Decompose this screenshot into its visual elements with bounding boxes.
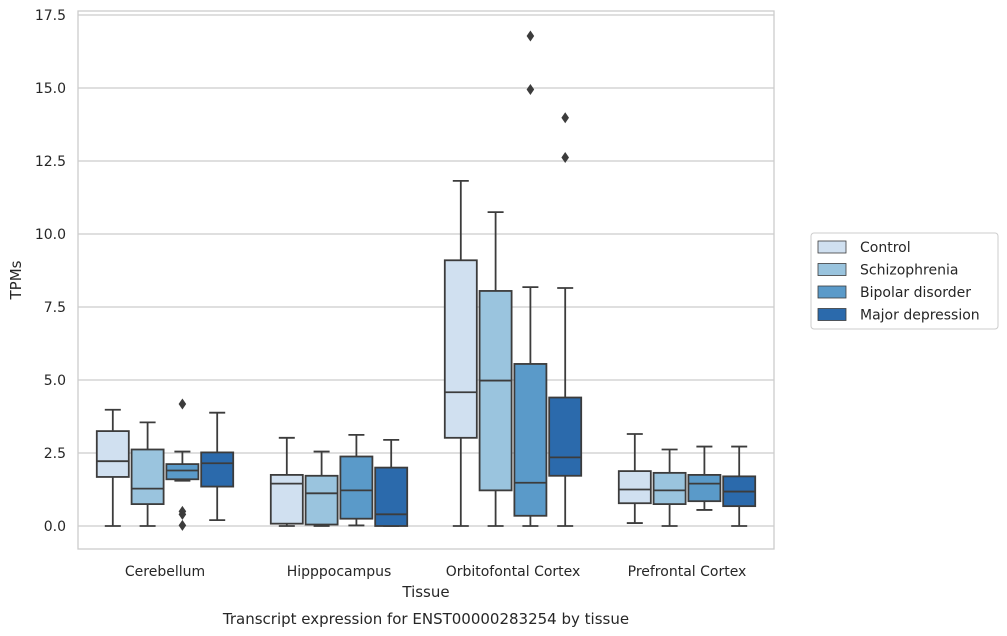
box-body [165,463,200,481]
box-3-2 [687,445,722,511]
x-tick-label: Cerebellum [125,564,205,580]
y-tick-label: 12.5 [35,154,66,170]
outlier-point [178,519,187,531]
outlier-point [526,83,535,95]
box-3-0 [617,433,652,524]
box-0-0 [95,408,130,527]
box-body [652,471,687,505]
box-3-1 [652,448,687,527]
box-2-3 [548,112,583,527]
y-tick-label: 17.5 [35,8,66,24]
box-body [478,290,513,492]
chart-caption: Transcript expression for ENST0000028325… [222,610,629,628]
box-body [687,473,722,503]
box-plots [95,30,757,531]
box-body [304,474,339,526]
box-0-2 [165,398,200,531]
legend-label: Schizophrenia [860,263,958,279]
y-tick-label: 2.5 [44,446,66,462]
box-2-0 [443,179,478,527]
y-tick-label: 15.0 [35,81,66,97]
x-axis-title: Tissue [401,583,449,601]
box-2-2 [513,30,548,527]
legend-swatch [817,285,847,299]
box-body [374,466,409,527]
box-body [617,470,652,505]
x-tick-label: Hipppocampus [287,564,392,580]
x-tick-label: Orbitofontal Cortex [446,564,581,580]
y-axis-title: TPMs [7,260,25,300]
box-body [513,363,548,517]
legend-label: Bipolar disorder [860,285,971,301]
box-0-3 [200,411,235,522]
box-1-3 [374,438,409,527]
box-0-1 [130,421,165,527]
gridlines [78,14,774,527]
x-axis-ticks: Cerebellum Hipppocampus Orbitofontal Corte… [125,564,746,580]
legend-frame [810,232,999,330]
box-body [130,448,165,506]
legend: Control Schizophrenia Bipolar disorder Majo… [810,232,999,330]
box-3-3 [722,445,757,527]
box-body [200,451,235,488]
outlier-point [561,112,569,124]
legend-swatch [817,308,847,321]
box-body [443,259,478,439]
box-body [95,430,130,478]
outlier-point [178,398,187,410]
y-tick-label: 10.0 [35,227,66,243]
box-body [548,396,583,477]
box-2-1 [478,211,513,527]
y-tick-label: 7.5 [44,300,66,316]
box-body [339,455,374,520]
box-1-1 [304,450,339,527]
y-tick-label: 0.0 [44,519,66,535]
box-1-0 [269,436,304,527]
y-tick-label: 5.0 [44,373,66,389]
legend-label: Control [860,240,911,256]
outlier-point [561,151,569,163]
plot-frame [77,10,775,550]
legend-swatch [817,263,847,276]
box-1-2 [339,433,374,527]
y-axis-ticks: 0.0 2.5 5.0 7.5 10.0 12.5 15.0 17.5 [35,8,66,535]
legend-swatch [817,240,847,254]
x-tick-label: Prefrontal Cortex [628,564,747,580]
legend-label: Major depression [860,308,980,324]
outlier-point [526,30,535,42]
outlier-point [178,508,187,520]
box-body [269,473,304,525]
